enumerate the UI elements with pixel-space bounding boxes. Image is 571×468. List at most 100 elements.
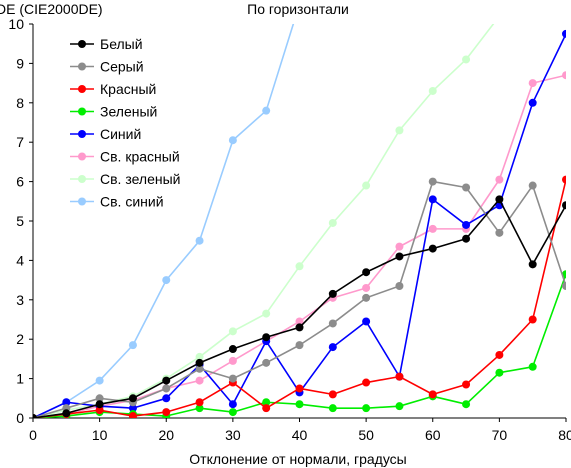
data-point	[128, 394, 137, 403]
y-tick-label: 8	[16, 95, 24, 111]
data-point	[428, 244, 437, 253]
legend-swatch-marker	[78, 85, 86, 93]
data-point	[462, 380, 471, 389]
data-point	[362, 268, 371, 277]
data-point	[462, 183, 471, 192]
legend-label: Серый	[100, 59, 144, 75]
data-point	[262, 398, 271, 407]
data-point	[495, 195, 504, 204]
data-point	[128, 412, 137, 418]
y-tick-label: 10	[8, 16, 24, 32]
data-point	[195, 398, 204, 407]
x-tick-label: 60	[425, 427, 441, 443]
data-point	[328, 218, 337, 227]
y-tick-label: 6	[16, 174, 24, 190]
data-point	[95, 400, 104, 409]
data-point	[195, 364, 204, 373]
data-point	[562, 71, 566, 80]
x-tick-label: 10	[92, 427, 108, 443]
legend-item: Св. синий	[70, 194, 164, 210]
data-point	[128, 341, 137, 350]
y-tick-label: 4	[16, 252, 24, 268]
legend-label: Синий	[100, 126, 141, 142]
data-point	[295, 400, 304, 409]
data-point	[495, 12, 503, 20]
data-point	[362, 378, 371, 387]
data-point	[395, 242, 404, 251]
legend-label: Зеленый	[100, 104, 157, 120]
y-tick-label: 2	[16, 331, 24, 347]
x-tick-label: 80	[558, 427, 571, 443]
data-point	[195, 358, 204, 367]
y-tick-label: 7	[16, 134, 24, 150]
data-point	[362, 283, 371, 292]
data-point	[328, 343, 337, 352]
data-point	[395, 402, 404, 411]
x-tick-label: 70	[492, 427, 508, 443]
y-tick-label: 9	[16, 55, 24, 71]
data-point	[562, 29, 566, 38]
data-point	[95, 406, 104, 415]
data-point	[162, 376, 171, 385]
data-point	[262, 333, 271, 342]
data-point	[395, 282, 404, 291]
legend-swatch-marker	[78, 107, 86, 116]
series-line	[33, 180, 566, 418]
series-layer	[33, 12, 566, 418]
data-point	[362, 181, 371, 190]
legend: Белый Серый Красный Зеленый Синий Св. красный…	[70, 36, 180, 210]
data-point	[428, 177, 437, 186]
data-point	[562, 175, 566, 184]
data-point	[228, 327, 237, 336]
data-point	[528, 315, 537, 324]
data-point	[528, 260, 537, 269]
series-7	[33, 24, 295, 418]
data-point	[495, 228, 504, 237]
data-point	[95, 376, 104, 385]
data-point	[195, 352, 204, 361]
data-point	[295, 262, 304, 271]
data-point	[395, 252, 404, 261]
data-point	[462, 220, 471, 229]
data-point	[328, 390, 337, 399]
data-point	[462, 400, 471, 409]
legend-swatch-marker	[78, 197, 86, 206]
data-point	[462, 234, 471, 243]
data-point	[495, 175, 504, 184]
data-point	[262, 358, 271, 367]
data-point	[395, 372, 404, 381]
data-point	[228, 345, 237, 354]
legend-swatch-marker	[78, 152, 86, 161]
legend-swatch-marker	[78, 175, 86, 183]
data-point	[295, 384, 304, 393]
data-point	[195, 236, 204, 245]
y-tick-label: 0	[16, 410, 24, 426]
data-point	[328, 404, 337, 413]
legend-swatch-marker	[78, 40, 86, 48]
data-point	[528, 98, 537, 107]
data-point	[95, 394, 104, 403]
data-point	[395, 126, 404, 135]
x-axis: 0 10 20 30 40 50 60 70 80	[29, 417, 571, 443]
data-point	[528, 79, 537, 88]
data-point	[428, 224, 437, 233]
data-point	[295, 317, 304, 326]
legend-item: Св. зеленый	[70, 171, 180, 187]
x-axis-title: Отклонение от нормали, градусы	[189, 451, 406, 467]
legend-item: Белый	[70, 36, 143, 52]
y-axis-title: DE (CIE2000DE)	[0, 1, 103, 17]
y-tick-label: 3	[16, 292, 24, 308]
data-point	[462, 55, 471, 64]
y-tick-label: 5	[16, 213, 24, 229]
data-point	[62, 409, 71, 418]
data-point	[328, 289, 337, 298]
legend-item: Св. красный	[70, 149, 180, 165]
y-axis: 0 1 2 3 4 5 6 7 8 9 10	[8, 16, 34, 426]
x-tick-label: 20	[158, 427, 174, 443]
data-point	[362, 317, 371, 326]
data-point	[262, 404, 271, 413]
data-point	[262, 309, 271, 318]
data-point	[262, 106, 271, 115]
legend-item: Синий	[70, 126, 141, 142]
